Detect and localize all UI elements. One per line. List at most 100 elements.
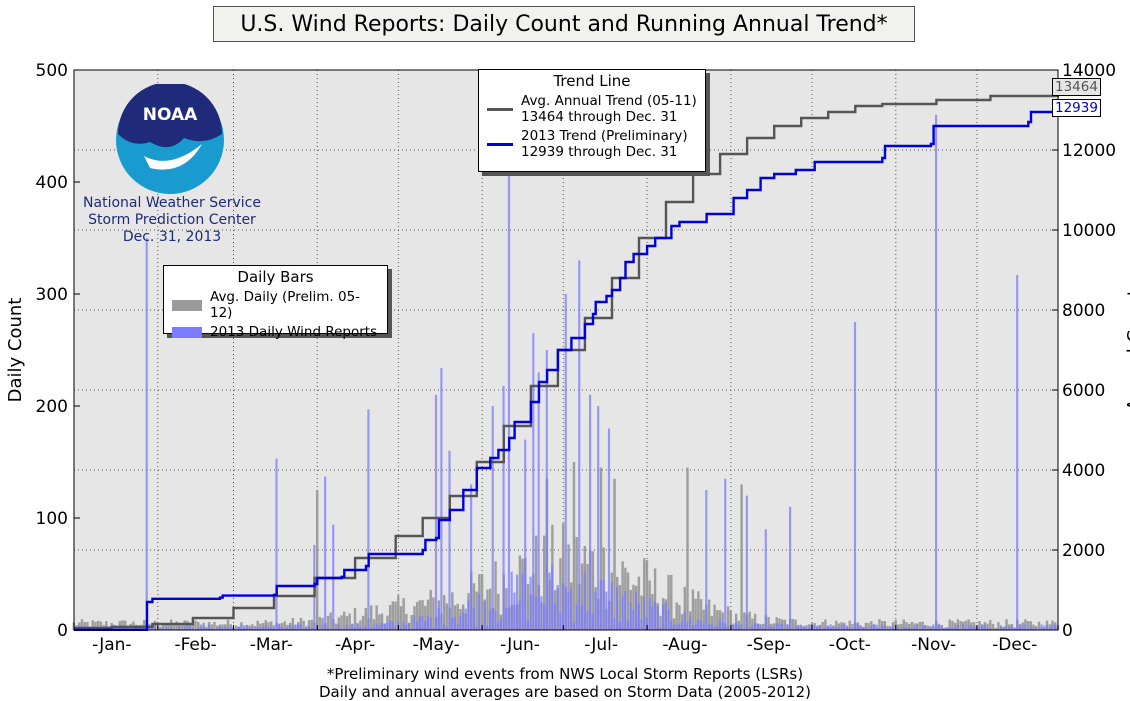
- avg-daily-bar: [321, 618, 324, 630]
- daily-2013-bar: [226, 627, 229, 630]
- avg-daily-bar: [1037, 621, 1041, 630]
- daily-2013-bar: [775, 623, 778, 630]
- daily-2013-bar: [497, 622, 500, 630]
- x-tick-label: -Oct-: [829, 635, 871, 655]
- avg-daily-bar: [586, 564, 589, 630]
- avg-daily-bar: [702, 609, 705, 630]
- daily-2013-bar: [710, 624, 713, 630]
- daily-2013-bar: [937, 625, 940, 630]
- avg-daily-bar: [964, 620, 968, 630]
- noaa-org-text: National Weather Service Storm Predictio…: [72, 195, 272, 246]
- daily-2013-bar: [564, 294, 567, 630]
- legend-text-2013: 2013 Trend (Preliminary) 12939 through D…: [521, 128, 688, 160]
- avg-daily-bar: [164, 624, 167, 630]
- daily-2013-bar: [599, 580, 602, 630]
- daily-2013-bar: [945, 627, 948, 630]
- noaa-logo-top: [118, 84, 222, 148]
- y-tick-label: 200: [36, 397, 68, 417]
- avg-daily-bar: [948, 619, 951, 630]
- daily-2013-bar: [864, 626, 867, 630]
- trend-legend-item-2013: 2013 Trend (Preliminary) 12939 through D…: [487, 128, 697, 160]
- daily-2013-bar: [248, 627, 251, 630]
- daily-2013-bar: [224, 627, 227, 630]
- avg-daily-bar: [653, 568, 657, 630]
- avg-daily-bar: [972, 622, 976, 630]
- avg-daily-bar: [678, 604, 681, 630]
- daily-2013-bar: [656, 606, 659, 630]
- daily-2013-bar: [529, 576, 532, 630]
- daily-2013-bar: [645, 617, 648, 630]
- avg-daily-bar: [951, 620, 954, 630]
- daily-2013-bar: [499, 619, 502, 630]
- avg-daily-bar: [580, 563, 584, 630]
- daily-2013-bar: [407, 623, 411, 630]
- daily-2013-bar: [291, 626, 294, 630]
- daily-2013-bar: [375, 623, 378, 630]
- avg-daily-bar: [526, 584, 530, 630]
- org-line-1: National Weather Service: [83, 195, 261, 211]
- trend-line-avg: [74, 91, 1060, 630]
- daily-2013-bar: [686, 622, 689, 630]
- avg-daily-bar: [959, 621, 962, 630]
- avg-daily-bar: [359, 620, 362, 630]
- avg-daily-bar: [613, 478, 616, 630]
- avg-daily-bar: [115, 626, 119, 630]
- daily-2013-bar: [594, 592, 597, 630]
- x-tick-label: -Jan-: [92, 635, 131, 655]
- daily-2013-bar: [940, 625, 943, 630]
- avg-daily-bar: [864, 622, 868, 630]
- avg-daily-bar: [445, 603, 449, 630]
- daily-2013-bar: [856, 624, 859, 630]
- daily-2013-bar: [935, 114, 938, 631]
- legend-2013-line2: 12939 through Dec. 31: [521, 144, 678, 160]
- avg-daily-bar: [834, 620, 838, 630]
- avg-daily-bar: [1005, 619, 1008, 630]
- y-tick-label: 400: [36, 173, 68, 193]
- daily-2013-bar: [705, 490, 708, 630]
- daily-2013-bar: [789, 506, 792, 630]
- x-tick-label: -Jul-: [584, 635, 618, 655]
- daily-2013-bar: [340, 628, 343, 630]
- daily-2013-bar: [997, 628, 1000, 630]
- avg-daily-bar: [637, 576, 641, 630]
- avg-daily-bar: [1035, 626, 1038, 630]
- x-tick-label: -Nov-: [911, 635, 956, 655]
- daily-2013-bar: [745, 495, 748, 630]
- daily-2013-bar: [889, 628, 892, 630]
- daily-2013-bar: [648, 597, 651, 630]
- avg-daily-bar: [967, 619, 970, 630]
- daily-2013-bar: [607, 428, 611, 630]
- avg-daily-bar: [910, 621, 914, 630]
- avg-daily-bar: [726, 606, 730, 630]
- org-line-3: Dec. 31, 2013: [122, 229, 222, 245]
- avg-daily-bar: [907, 623, 911, 630]
- daily-2013-bar: [578, 260, 581, 630]
- daily-2013-bar: [989, 628, 992, 630]
- daily-2013-bar: [378, 625, 381, 630]
- avg-daily-bar: [142, 619, 146, 630]
- daily-2013-bar: [853, 322, 857, 630]
- avg-daily-bar: [318, 616, 322, 630]
- daily-2013-bar: [916, 624, 919, 630]
- daily-2013-bar: [391, 621, 394, 630]
- daily-2013-bar: [348, 627, 351, 630]
- avg-daily-bar: [870, 621, 873, 630]
- daily-2013-bar: [588, 394, 592, 630]
- trend-legend-item-avg: Avg. Annual Trend (05-11) 13464 through …: [487, 93, 697, 125]
- avg-daily-bar: [978, 621, 981, 630]
- avg-daily-bar: [302, 620, 305, 630]
- avg-daily-bar: [694, 598, 697, 630]
- legend-avg-bar-label: Avg. Daily (Prelim. 05-12): [210, 289, 361, 321]
- daily-2013-bar: [361, 627, 365, 630]
- daily-2013-bar: [324, 476, 327, 630]
- y-tick-label: 0: [57, 621, 68, 641]
- daily-2013-bar: [932, 624, 935, 630]
- avg-daily-bar: [851, 624, 854, 630]
- daily-2013-bar: [394, 625, 397, 630]
- daily-2013-bar: [151, 628, 154, 630]
- daily-2013-bar: [405, 625, 408, 630]
- daily-2013-bar: [302, 628, 305, 630]
- daily-2013-bar: [872, 624, 875, 630]
- daily-2013-bar: [334, 628, 338, 630]
- avg-daily-bar: [878, 619, 881, 630]
